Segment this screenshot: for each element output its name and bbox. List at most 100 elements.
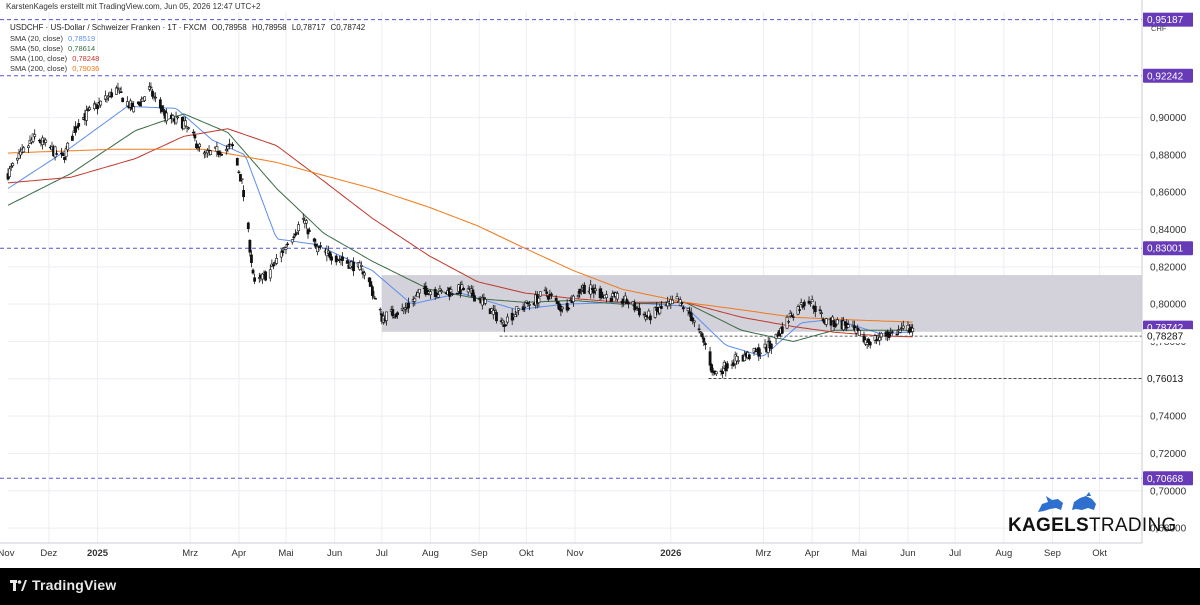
candle (99, 100, 103, 108)
candle-body (407, 302, 410, 309)
candle (286, 241, 289, 247)
candle-body (149, 86, 153, 89)
currency-label: CHF (1151, 24, 1167, 33)
candle-body (670, 299, 674, 305)
y-tick-label: 0,68000 (1150, 524, 1187, 535)
candle (33, 129, 37, 140)
candle-body (55, 153, 59, 155)
candle-body (611, 293, 615, 297)
candle-body (462, 287, 465, 291)
candle-body (539, 291, 542, 297)
candle (250, 250, 253, 268)
y-tick-label: 0,90000 (1150, 113, 1187, 124)
candle (367, 276, 371, 288)
candle-body (769, 343, 773, 349)
tradingview-logo[interactable]: TradingView (10, 577, 116, 593)
candle (110, 88, 114, 99)
candle (526, 302, 530, 308)
candle (60, 147, 63, 159)
candle (637, 303, 641, 318)
price-badge: 0,76013 (1143, 371, 1193, 386)
candle-body (901, 325, 905, 329)
candle-body (644, 316, 648, 320)
price-chart[interactable]: 0,680000,700000,720000,740000,760000,780… (0, 0, 1200, 568)
candle (440, 289, 443, 295)
candle (801, 304, 805, 310)
candle-body (911, 327, 915, 332)
candle-body (418, 288, 421, 294)
candle-body (864, 339, 867, 345)
candle-body (681, 307, 685, 310)
candle-body (799, 302, 803, 305)
candle (879, 331, 883, 341)
indicator-value: 0,78248 (72, 54, 100, 63)
candle-body (31, 133, 35, 142)
candle (550, 292, 553, 300)
y-tick-label: 0,86000 (1150, 188, 1187, 199)
candle (294, 229, 297, 237)
y-tick-label: 0,84000 (1150, 225, 1187, 236)
y-tick-label: 0,72000 (1150, 449, 1187, 460)
candle-body (385, 311, 388, 321)
candle-body (306, 229, 310, 235)
candle (64, 145, 68, 161)
candle-body (275, 258, 278, 264)
indicator-label: SMA (50, close) (10, 44, 63, 53)
candle-body (451, 293, 454, 295)
candle-body (757, 347, 761, 357)
indicator-row-sma200[interactable]: SMA (200, close) 0,79036 (10, 64, 99, 74)
candle-body (240, 178, 244, 181)
candle (290, 239, 294, 245)
candle (88, 105, 92, 112)
candle-body (209, 150, 213, 156)
candle (416, 289, 420, 298)
candle-body (114, 87, 118, 95)
candle (633, 299, 637, 313)
candle (710, 363, 714, 373)
candle (462, 286, 465, 291)
candle (77, 119, 81, 131)
indicator-row-sma20[interactable]: SMA (20, close) 0,78519 (10, 34, 99, 44)
candle-body (791, 316, 795, 318)
candle-body (64, 148, 68, 157)
candle (149, 82, 153, 91)
candle (802, 299, 806, 310)
candle-body (33, 134, 37, 137)
candle-body (334, 255, 338, 263)
x-tick-label: Aug (422, 548, 439, 559)
candle-body (471, 289, 475, 297)
indicator-row-sma100[interactable]: SMA (100, close) 0,78248 (10, 54, 99, 64)
candle-body (294, 233, 297, 236)
horizontal-levels (0, 19, 1142, 479)
brand-logo: KAGELSTRADING (1008, 515, 1177, 537)
candle-body (308, 230, 311, 232)
candle (583, 282, 586, 294)
candle (556, 300, 560, 309)
candle (697, 324, 701, 334)
x-tick-label: Jul (376, 548, 388, 559)
candle (545, 287, 549, 298)
candle-body (328, 251, 332, 259)
candle (275, 254, 278, 266)
candle (517, 308, 520, 316)
candle (561, 306, 564, 313)
candle (246, 221, 250, 233)
candle (911, 323, 915, 337)
candle-body (460, 284, 464, 290)
indicator-value: 0,79036 (72, 64, 100, 73)
close-value: C0,78742 (330, 23, 366, 32)
candle-body (74, 126, 77, 133)
candle (31, 133, 35, 144)
candle-body (248, 239, 252, 253)
candle-body (202, 152, 206, 155)
candle-body (887, 332, 891, 338)
candle-body (438, 288, 442, 291)
candle-body (736, 360, 740, 362)
candle (328, 250, 332, 261)
candle (70, 133, 74, 141)
price-badge: 0,92242 (1143, 68, 1193, 83)
candle (725, 361, 729, 372)
indicator-row-sma50[interactable]: SMA (50, close) 0,78614 (10, 44, 99, 54)
y-tick-label: 0,88000 (1150, 150, 1187, 161)
candle-body (66, 142, 70, 151)
